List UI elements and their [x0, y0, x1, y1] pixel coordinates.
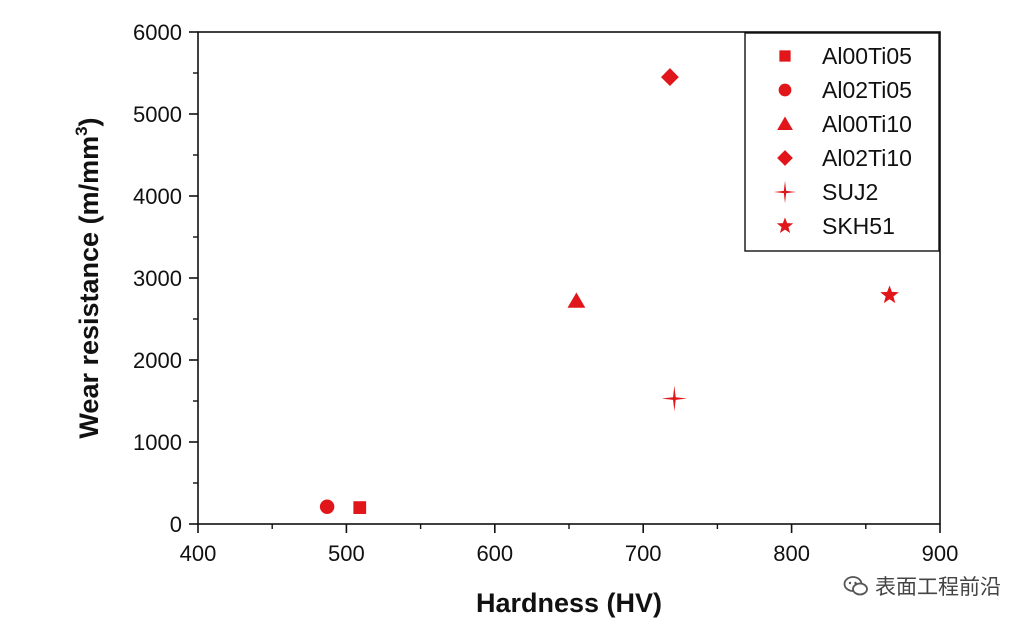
watermark: 表面工程前沿: [843, 571, 1001, 601]
y-tick-label: 3000: [133, 266, 182, 291]
legend-marker-al02ti05: [778, 83, 792, 97]
x-tick-label: 700: [625, 541, 662, 566]
x-tick-label: 900: [922, 541, 959, 566]
data-point-al02ti10: [660, 68, 679, 87]
legend-box: [744, 32, 940, 252]
y-axis-title-end: ): [74, 117, 104, 126]
x-tick-label: 800: [773, 541, 810, 566]
x-tick-label: 500: [328, 541, 365, 566]
y-tick-label: 1000: [133, 430, 182, 455]
x-axis-title: Hardness (HV): [476, 588, 662, 618]
legend-marker-al00ti05: [779, 50, 791, 62]
legend-marker-al00ti10: [777, 116, 793, 130]
data-point-al00ti10: [567, 292, 586, 308]
y-tick-label: 2000: [133, 348, 182, 373]
y-tick-label: 6000: [133, 20, 182, 45]
data-point-suj2: [661, 385, 688, 412]
legend-marker-skh51: [776, 217, 794, 233]
x-tick-label: 600: [476, 541, 513, 566]
legend-label: Al02Ti05: [822, 77, 912, 103]
legend-marker-suj2: [773, 180, 797, 204]
y-tick-label: 5000: [133, 102, 182, 127]
y-tick-label: 0: [170, 512, 182, 537]
y-axis-title: Wear resistance (m/mm3): [72, 117, 104, 438]
y-axis-title-main: Wear resistance (m/mm: [74, 136, 104, 439]
legend-label: Al02Ti10: [822, 145, 912, 171]
data-point-al02ti05: [319, 499, 335, 515]
legend-label: SUJ2: [822, 179, 878, 205]
legend-label: Al00Ti05: [822, 43, 912, 69]
data-point-al00ti05: [353, 501, 367, 514]
y-tick-label: 4000: [133, 184, 182, 209]
legend-label: Al00Ti10: [822, 111, 912, 137]
legend-label: SKH51: [822, 213, 895, 239]
legend-marker-al02ti10: [777, 150, 793, 166]
data-point-skh51: [880, 285, 899, 304]
x-tick-label: 400: [180, 541, 217, 566]
y-axis: 0 1000 2000 3000 4000 5000 6000: [133, 20, 198, 537]
x-axis: 400 500 600 700 800 900: [180, 524, 959, 566]
y-axis-title-superscript: 3: [72, 126, 91, 135]
watermark-text: 表面工程前沿: [875, 575, 1001, 599]
data-points: [319, 68, 899, 515]
legend: Al00Ti05 Al02Ti05 Al00Ti10 Al02Ti10 SUJ2 SKH5…: [744, 32, 940, 252]
wechat-icon: [843, 576, 868, 596]
